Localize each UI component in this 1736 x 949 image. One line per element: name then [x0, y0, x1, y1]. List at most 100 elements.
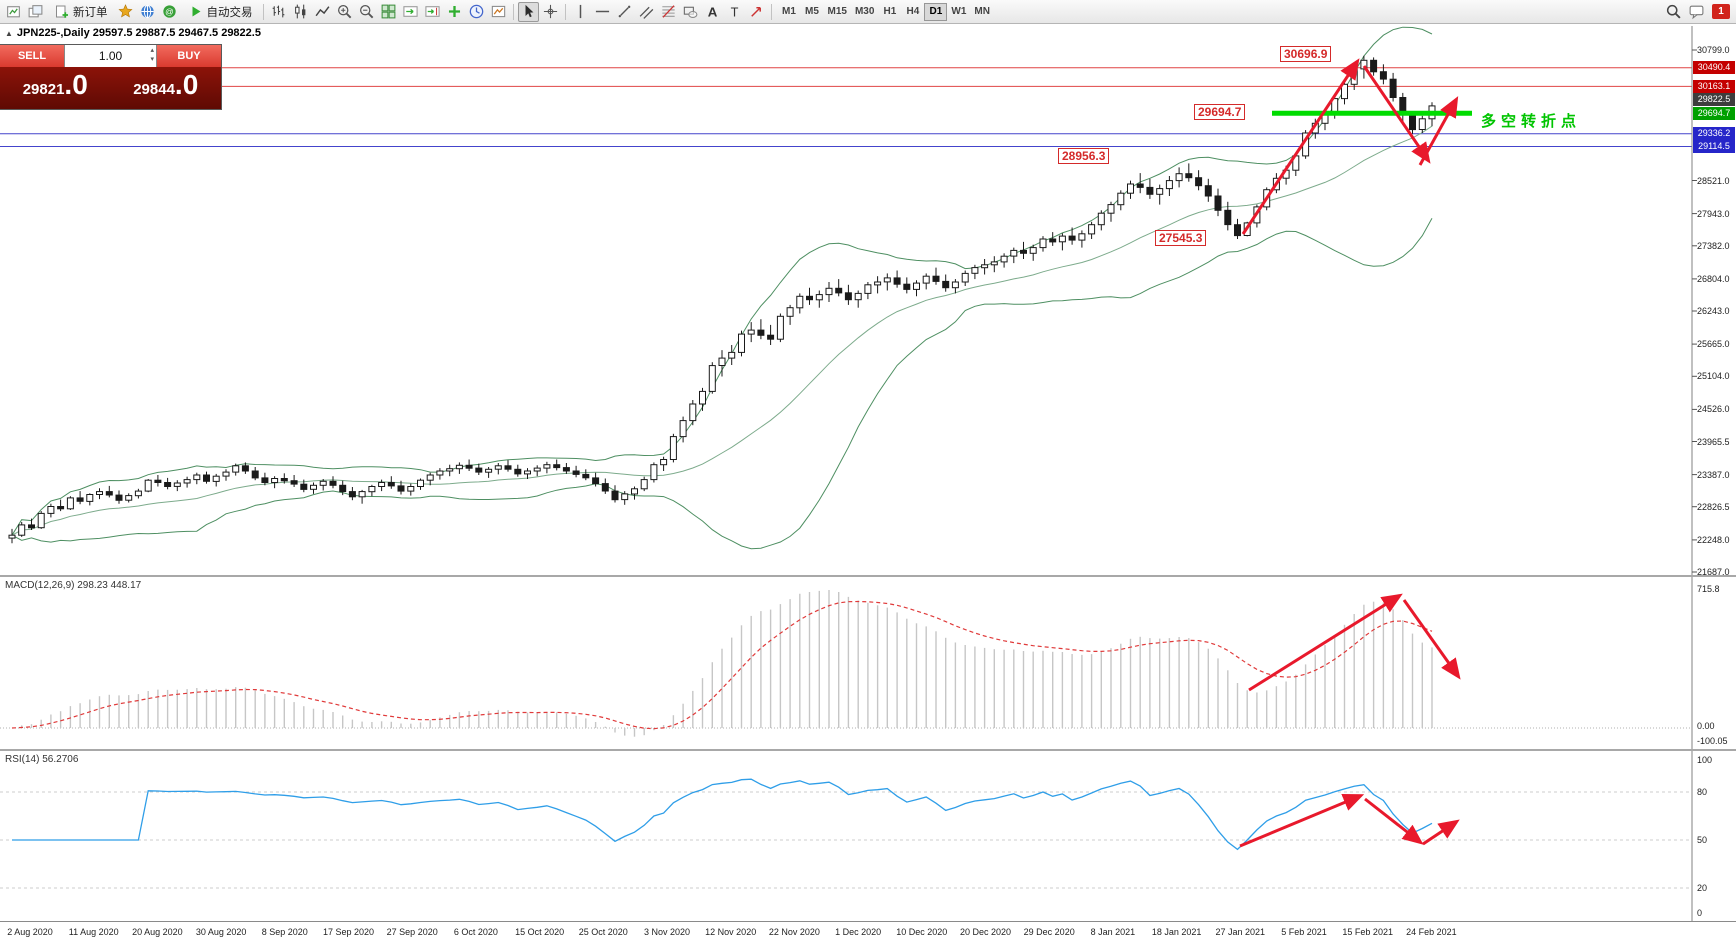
price-axis-badge: 29114.5	[1693, 140, 1735, 153]
news-icon[interactable]	[137, 2, 158, 22]
chart-window[interactable]: ▲ JPN225-,Daily 29597.5 29887.5 29467.5 …	[0, 24, 1736, 949]
annotation-text[interactable]: 多空转折点	[1481, 113, 1582, 130]
zoom-in-icon[interactable]	[334, 2, 355, 22]
zoom-out-icon[interactable]	[356, 2, 377, 22]
star-icon[interactable]	[115, 2, 136, 22]
profiles-icon[interactable]	[25, 2, 46, 22]
buy-price-frac: .0	[174, 69, 199, 100]
new-order-icon	[53, 2, 71, 22]
chart-shift-icon[interactable]	[422, 2, 443, 22]
rsi-axis-label: 20	[1697, 883, 1708, 893]
price-axis-label: 22248.0	[1697, 534, 1730, 545]
price-callout[interactable]: 29694.7	[1194, 104, 1246, 120]
toolbar-separator	[770, 3, 772, 20]
volume-value: 1.00	[98, 49, 123, 63]
templates-icon[interactable]	[488, 2, 509, 22]
new-order-button-label: 新订单	[73, 6, 108, 19]
symbol-ohlc-text: JPN225-,Daily 29597.5 29887.5 29467.5 29…	[16, 27, 261, 39]
rsi-axis-label: 50	[1697, 835, 1708, 845]
panel-divider[interactable]	[0, 575, 1736, 577]
price-axis-badge: 30163.1	[1693, 79, 1735, 93]
date-axis-label: 2 Aug 2020	[7, 927, 53, 937]
date-axis-label: 25 Oct 2020	[578, 927, 628, 937]
svg-text:A: A	[707, 5, 717, 20]
price-axis-label: 27382.0	[1697, 240, 1730, 251]
price-callout[interactable]: 30696.9	[1280, 46, 1332, 62]
text-icon[interactable]: A	[702, 2, 723, 22]
price-axis-badge: 29694.7	[1693, 106, 1735, 120]
main-toolbar: 新订单 @ 自动交易 A T M1 M5 M15 M30 H1 H4 D1 W1 MN 1	[0, 0, 1736, 24]
bar-chart-icon[interactable]	[268, 2, 289, 22]
price-axis-label: 23387.0	[1697, 469, 1730, 480]
vertical-line-icon[interactable]	[570, 2, 591, 22]
fibonacci-icon[interactable]	[658, 2, 679, 22]
date-axis-label: 27 Jan 2021	[1215, 927, 1266, 937]
label-icon[interactable]: T	[724, 2, 745, 22]
indicators-icon[interactable]	[444, 2, 465, 22]
buy-price-main: 29844	[133, 81, 175, 98]
timeframe-mn[interactable]: MN	[974, 6, 990, 17]
periods-icon[interactable]	[466, 2, 487, 22]
buy-price[interactable]: 29844.0	[111, 67, 222, 109]
one-click-toggle-icon[interactable]: ▲	[5, 28, 13, 38]
horizontal-line-icon[interactable]	[592, 2, 613, 22]
timeframe-h4[interactable]: H4	[906, 6, 920, 17]
trendline-icon[interactable]	[614, 2, 635, 22]
date-axis-label: 20 Dec 2020	[959, 927, 1012, 937]
play-icon	[187, 2, 205, 22]
channel-icon[interactable]	[636, 2, 657, 22]
arrow-icon[interactable]	[746, 2, 767, 22]
crosshair-icon[interactable]	[540, 2, 561, 22]
sell-price[interactable]: 29821.0	[0, 67, 111, 109]
tile-windows-icon[interactable]	[378, 2, 399, 22]
search-icon[interactable]	[1663, 2, 1684, 22]
date-axis-label: 27 Sep 2020	[386, 927, 438, 937]
rsi-axis-label: 100	[1697, 755, 1713, 765]
volume-down-icon[interactable]: ▾	[150, 56, 154, 63]
cursor-icon[interactable]	[517, 1, 539, 22]
timeframe-w1[interactable]: W1	[951, 6, 967, 17]
timeframe-h1[interactable]: H1	[883, 6, 897, 17]
panel-divider	[0, 921, 1736, 922]
date-axis-label: 8 Sep 2020	[261, 927, 308, 937]
autotrading-button[interactable]: 自动交易	[181, 2, 259, 22]
timeframe-d1[interactable]: D1	[924, 2, 948, 21]
expert-advisors-icon[interactable]: @	[159, 2, 180, 22]
auto-scroll-icon[interactable]	[400, 2, 421, 22]
line-chart-icon[interactable]	[312, 2, 333, 22]
volume-spinner: ▴ ▾	[150, 46, 154, 64]
toolbar-separator	[564, 3, 566, 20]
macd-axis-label: 0.00	[1697, 721, 1715, 731]
price-callout[interactable]: 27545.3	[1155, 230, 1207, 246]
buy-button[interactable]: BUY	[157, 45, 221, 67]
date-axis-label: 6 Oct 2020	[453, 927, 498, 937]
panel-divider[interactable]	[0, 749, 1736, 751]
new-chart-icon[interactable]	[3, 2, 24, 22]
chart-canvas[interactable]	[0, 24, 1736, 949]
volume-up-icon[interactable]: ▴	[150, 47, 154, 54]
timeframe-m5[interactable]: M5	[805, 6, 819, 17]
chart-title: ▲ JPN225-,Daily 29597.5 29887.5 29467.5 …	[5, 27, 261, 39]
new-order-button[interactable]: 新订单	[47, 2, 114, 22]
sell-button[interactable]: SELL	[0, 45, 64, 67]
chat-icon[interactable]	[1686, 2, 1707, 22]
date-axis-label: 5 Feb 2021	[1281, 927, 1327, 937]
shapes-icon[interactable]	[680, 2, 701, 22]
price-axis-label: 30799.0	[1697, 45, 1730, 55]
volume-input[interactable]: 1.00 ▴ ▾	[64, 45, 157, 67]
price-axis-label: 26804.0	[1697, 273, 1730, 284]
date-axis-label: 22 Nov 2020	[768, 927, 820, 937]
candlestick-chart-icon[interactable]	[290, 2, 311, 22]
timeframe-m1[interactable]: M1	[782, 6, 796, 17]
date-axis-label: 15 Oct 2020	[515, 927, 565, 937]
timeframe-m15[interactable]: M15	[827, 6, 847, 17]
price-axis-label: 23965.5	[1697, 436, 1730, 447]
price-callout[interactable]: 28956.3	[1058, 148, 1110, 164]
notification-badge[interactable]: 1	[1712, 4, 1730, 19]
price-axis-badge: 30490.4	[1693, 61, 1735, 75]
date-axis-label: 30 Aug 2020	[195, 927, 247, 937]
timeframe-m30[interactable]: M30	[854, 6, 875, 17]
date-axis-label: 10 Dec 2020	[896, 927, 948, 937]
date-axis-label: 20 Aug 2020	[132, 927, 183, 937]
